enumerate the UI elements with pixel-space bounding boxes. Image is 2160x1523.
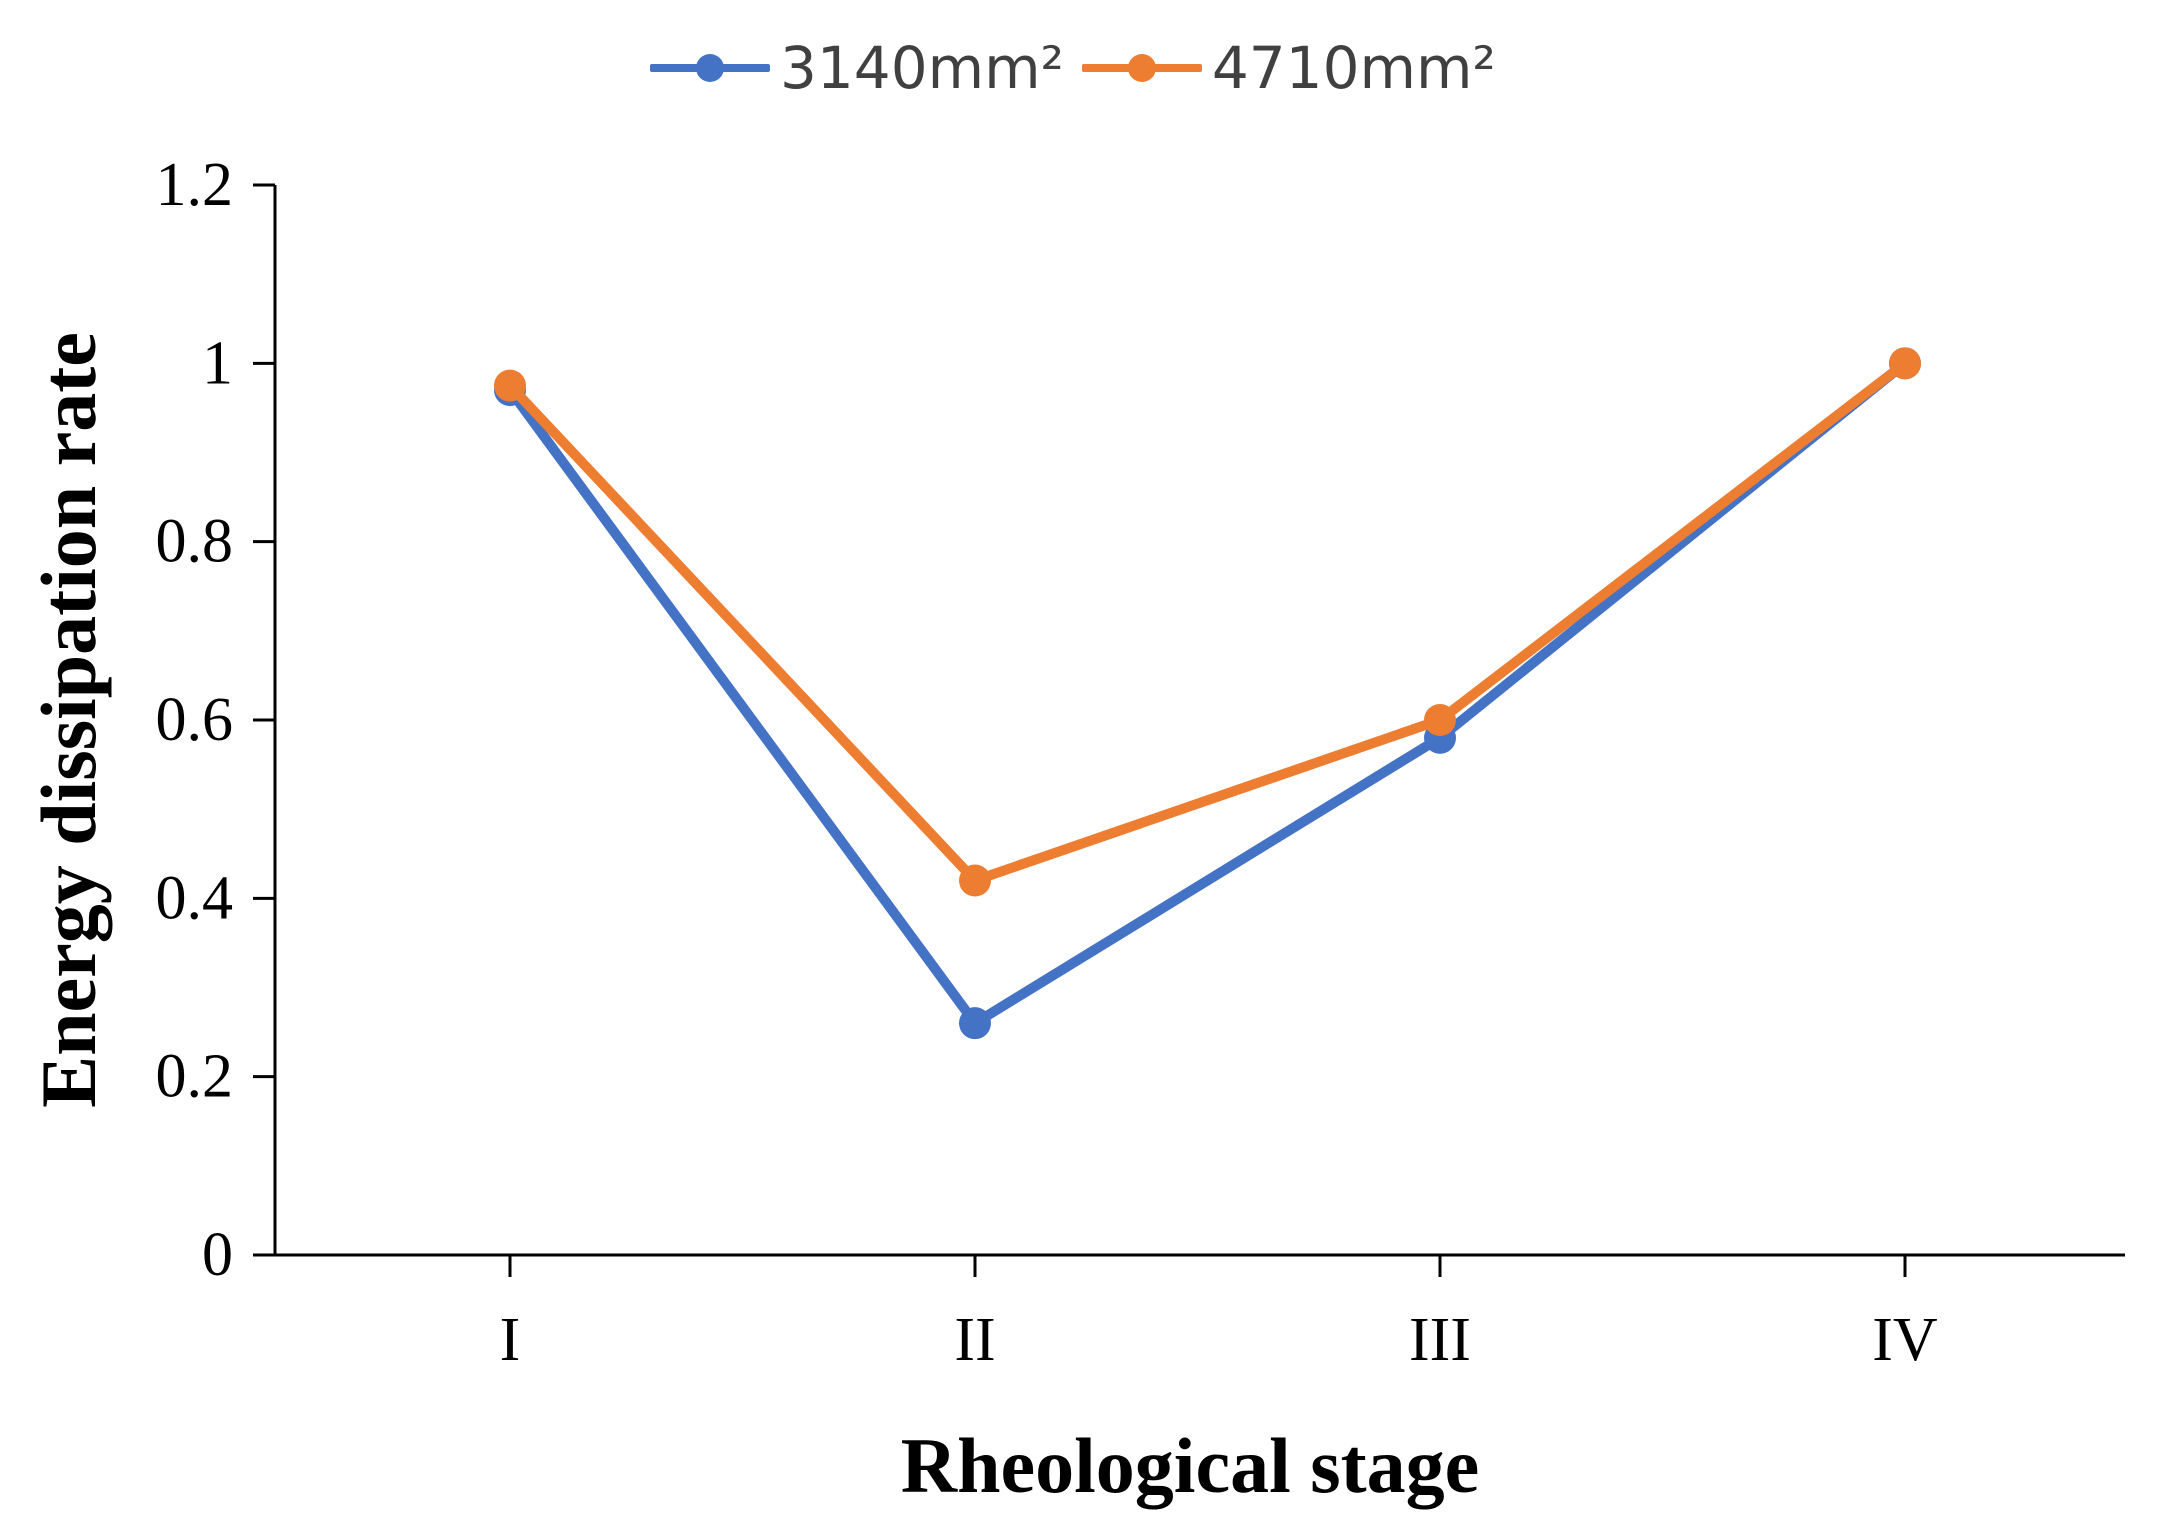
data-point-s1-IV[interactable] [1889, 347, 1921, 380]
legend-item-3140[interactable]: 3140mm² [650, 34, 1064, 102]
series-line-0 [505, 358, 1910, 1029]
legend: 3140mm² 4710mm² [650, 28, 1496, 108]
x-tick-label: IV [1872, 1306, 1938, 1374]
y-tick-label: 0.6 [156, 686, 234, 754]
legend-label-3140: 3140mm² [780, 34, 1064, 102]
data-point-s1-III[interactable] [1424, 704, 1456, 736]
legend-marker-4710 [1081, 53, 1202, 83]
y-tick-label: 0.2 [156, 1043, 234, 1111]
x-axis-title: Rheological stage [901, 1422, 1479, 1509]
legend-label-4710: 4710mm² [1211, 34, 1496, 102]
data-point-s1-II[interactable] [959, 864, 991, 897]
y-tick-label: 1.2 [156, 151, 234, 219]
data-point-s0-II[interactable] [959, 1007, 991, 1040]
y-tick-label: 0 [202, 1221, 233, 1289]
y-axis-title: Energy dissipation rate [25, 332, 112, 1108]
x-tick-label: III [1409, 1306, 1471, 1374]
y-tick-label: 1 [202, 329, 233, 397]
legend-item-4710[interactable]: 4710mm² [1081, 34, 1496, 102]
series-line-1 [505, 358, 1910, 886]
data-point-s1-I[interactable] [494, 369, 526, 402]
y-tick-label: 0.8 [156, 508, 234, 576]
y-tick-label: 0.4 [156, 864, 234, 932]
x-tick-label: II [954, 1306, 995, 1374]
x-tick-label: I [500, 1306, 521, 1374]
legend-marker-3140 [650, 53, 770, 83]
